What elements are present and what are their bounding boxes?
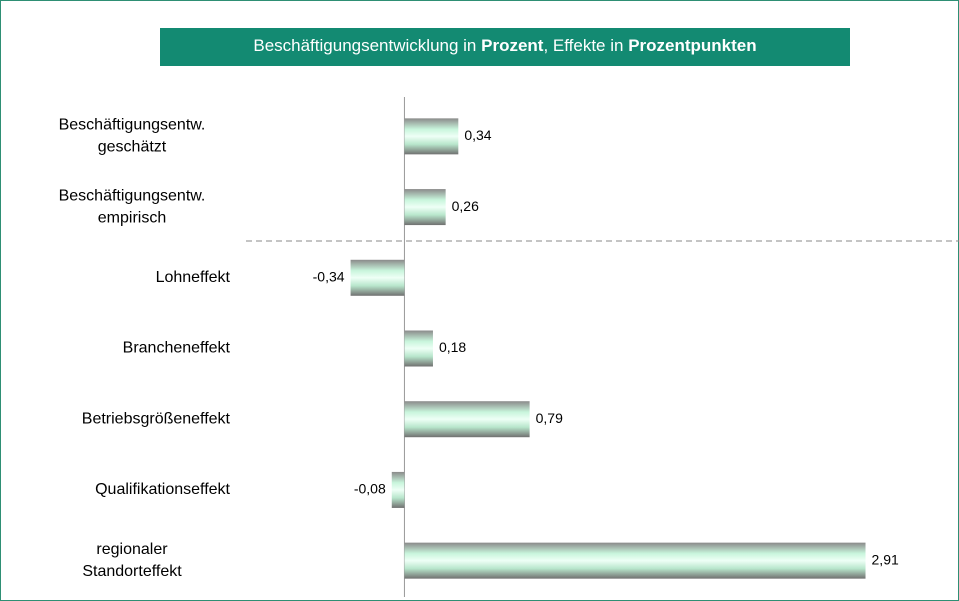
category-label: Beschäftigungsentw.	[59, 117, 206, 134]
title-part: Prozent	[481, 36, 544, 55]
bar	[404, 189, 446, 226]
category-label: Brancheneffekt	[123, 340, 231, 357]
category-label: Qualifikationseffekt	[95, 481, 230, 498]
value-label: 0,79	[536, 410, 563, 426]
category-label: Beschäftigungsentw.	[59, 187, 206, 204]
category-label: Standorteffekt	[82, 563, 182, 580]
chart-title: Beschäftigungsentwicklung in Prozent, Ef…	[253, 36, 756, 55]
bar	[404, 542, 866, 579]
value-label: 0,18	[439, 339, 466, 355]
title-part: , Effekte in	[543, 36, 628, 55]
bar	[350, 259, 405, 296]
category-label: Lohneffekt	[156, 269, 231, 286]
title-part: Beschäftigungsentwicklung in	[253, 36, 481, 55]
category-label: Betriebsgrößeneffekt	[82, 410, 231, 427]
category-label: regionaler	[96, 541, 168, 558]
bar	[404, 118, 459, 155]
value-label: -0,34	[313, 268, 345, 284]
value-label: -0,08	[354, 481, 386, 497]
value-label: 0,26	[452, 198, 479, 214]
value-label: 2,91	[872, 551, 899, 567]
value-label: 0,34	[464, 127, 491, 143]
category-label: empirisch	[98, 209, 166, 226]
title-part: Prozentpunkten	[628, 36, 756, 55]
category-label: geschätzt	[98, 139, 167, 156]
bar	[391, 471, 405, 508]
bar	[404, 401, 530, 438]
title-box	[160, 28, 850, 66]
bar	[404, 330, 433, 367]
